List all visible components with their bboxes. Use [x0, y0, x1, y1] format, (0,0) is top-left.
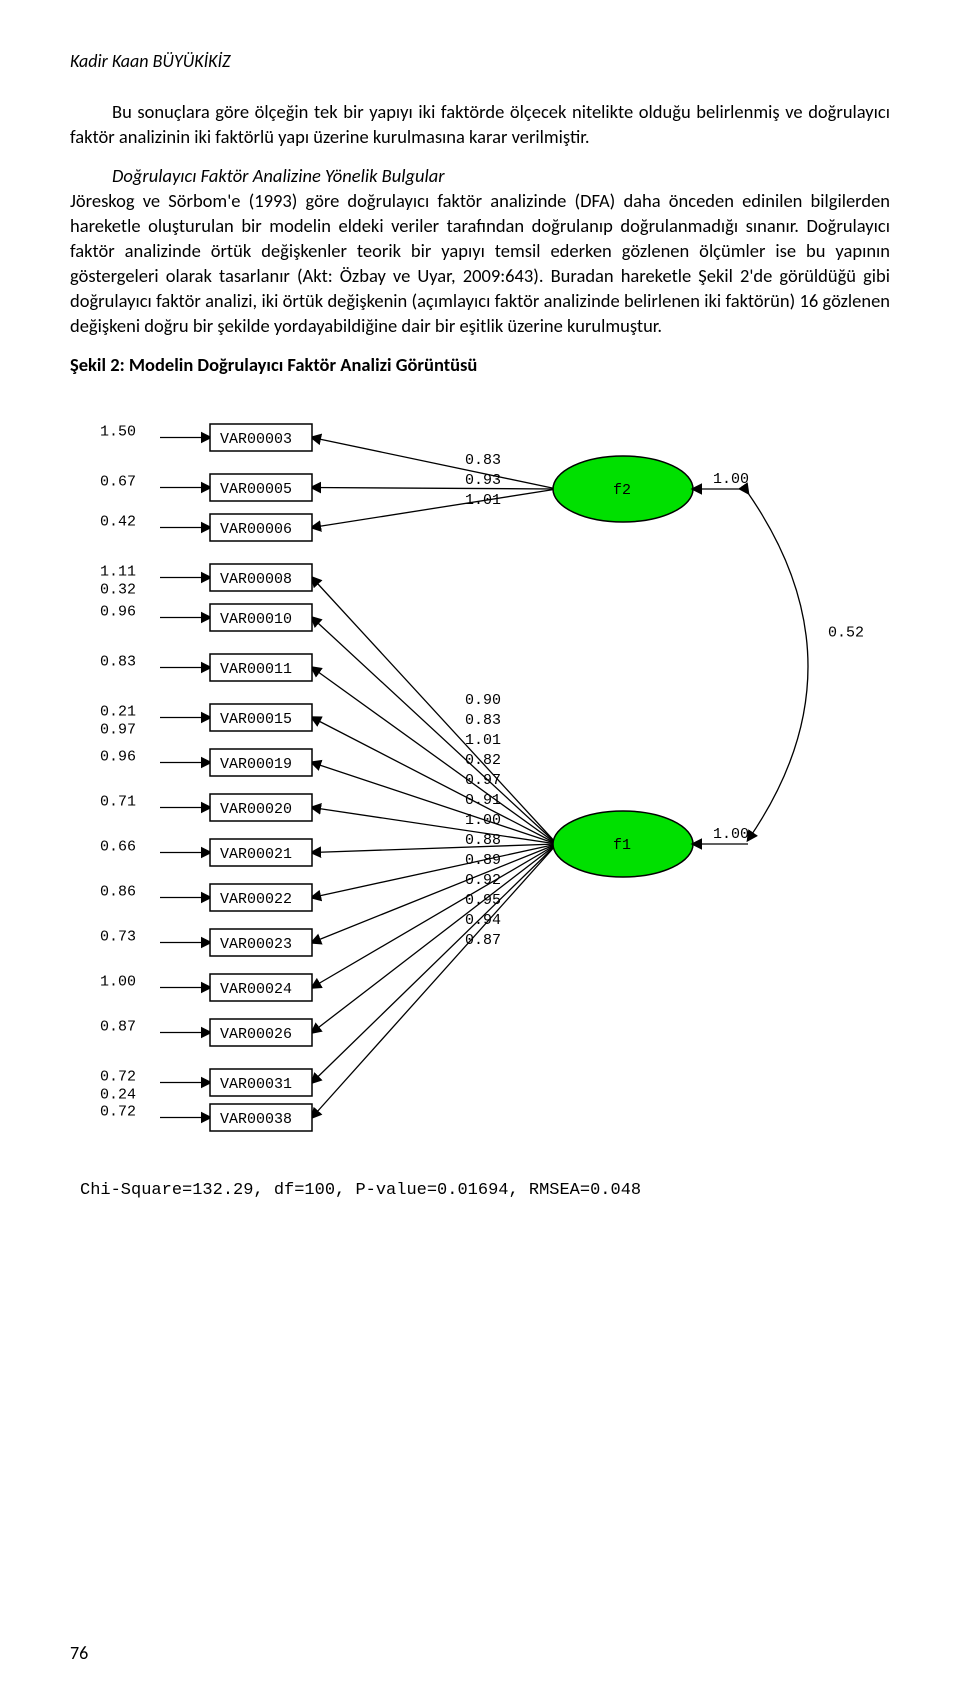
svg-text:0.86: 0.86	[100, 883, 136, 900]
svg-text:0.87: 0.87	[100, 1018, 136, 1035]
svg-text:VAR00023: VAR00023	[220, 936, 292, 953]
svg-text:1.50: 1.50	[100, 423, 136, 440]
svg-text:f2: f2	[613, 482, 631, 499]
svg-text:VAR00022: VAR00022	[220, 891, 292, 908]
svg-text:1.00: 1.00	[100, 973, 136, 990]
author-name: Kadir Kaan BÜYÜKİKİZ	[70, 50, 890, 72]
svg-text:VAR00038: VAR00038	[220, 1111, 292, 1128]
svg-text:VAR00024: VAR00024	[220, 981, 292, 998]
svg-text:0.90: 0.90	[465, 692, 501, 709]
svg-text:1.01: 1.01	[465, 492, 501, 509]
svg-text:0.89: 0.89	[465, 852, 501, 869]
svg-text:0.88: 0.88	[465, 832, 501, 849]
figure-title: Şekil 2: Modelin Doğrulayıcı Faktör Anal…	[70, 353, 890, 376]
svg-text:VAR00020: VAR00020	[220, 801, 292, 818]
svg-text:1.00: 1.00	[465, 812, 501, 829]
page-number: 76	[70, 1642, 88, 1664]
svg-text:0.91: 0.91	[465, 792, 501, 809]
svg-text:0.66: 0.66	[100, 838, 136, 855]
svg-text:0.96: 0.96	[100, 748, 136, 765]
svg-text:VAR00006: VAR00006	[220, 521, 292, 538]
svg-text:0.93: 0.93	[465, 472, 501, 489]
cfa-path-diagram: 0.83 0.93 1.01 0.90 0.83 1.01 0.82 0.97 0.91 1.00…	[70, 384, 890, 1264]
svg-text:0.71: 0.71	[100, 793, 136, 810]
svg-text:1.11: 1.11	[100, 563, 136, 580]
svg-text:0.87: 0.87	[465, 932, 501, 949]
svg-text:VAR00005: VAR00005	[220, 481, 292, 498]
svg-text:0.73: 0.73	[100, 928, 136, 945]
svg-text:0.24: 0.24	[100, 1086, 136, 1103]
svg-text:Chi-Square=132.29, df=100, P-v: Chi-Square=132.29, df=100, P-value=0.016…	[80, 1181, 641, 1200]
svg-text:0.67: 0.67	[100, 473, 136, 490]
svg-text:1.00: 1.00	[713, 826, 749, 843]
svg-text:VAR00003: VAR00003	[220, 431, 292, 448]
svg-text:0.92: 0.92	[465, 872, 501, 889]
svg-text:0.95: 0.95	[465, 892, 501, 909]
svg-text:0.96: 0.96	[100, 603, 136, 620]
svg-text:0.82: 0.82	[465, 752, 501, 769]
paragraph-2-body: Jöreskog ve Sörbom'e (1993) göre doğrula…	[70, 189, 890, 337]
svg-text:VAR00031: VAR00031	[220, 1076, 292, 1093]
svg-text:1.00: 1.00	[713, 471, 749, 488]
svg-text:0.42: 0.42	[100, 513, 136, 530]
svg-text:1.01: 1.01	[465, 732, 501, 749]
svg-text:VAR00011: VAR00011	[220, 661, 292, 678]
svg-text:VAR00015: VAR00015	[220, 711, 292, 728]
svg-text:0.83: 0.83	[465, 712, 501, 729]
svg-text:VAR00008: VAR00008	[220, 571, 292, 588]
svg-text:VAR00019: VAR00019	[220, 756, 292, 773]
svg-text:0.97: 0.97	[100, 721, 136, 738]
svg-text:0.21: 0.21	[100, 703, 136, 720]
svg-text:0.72: 0.72	[100, 1068, 136, 1085]
paragraph-1: Bu sonuçlara göre ölçeğin tek bir yapıyı…	[70, 100, 890, 150]
svg-text:0.32: 0.32	[100, 581, 136, 598]
svg-text:0.83: 0.83	[100, 653, 136, 670]
svg-text:0.97: 0.97	[465, 772, 501, 789]
svg-text:VAR00010: VAR00010	[220, 611, 292, 628]
svg-text:0.52: 0.52	[828, 624, 864, 641]
paragraph-2: Doğrulayıcı Faktör Analizine Yönelik Bul…	[70, 164, 890, 339]
subheading-italic: Doğrulayıcı Faktör Analizine Yönelik Bul…	[112, 164, 445, 187]
svg-text:f1: f1	[613, 837, 631, 854]
svg-text:0.83: 0.83	[465, 452, 501, 469]
cfa-svg: 0.83 0.93 1.01 0.90 0.83 1.01 0.82 0.97 0.91 1.00…	[70, 384, 890, 1264]
svg-text:VAR00021: VAR00021	[220, 846, 292, 863]
svg-text:VAR00026: VAR00026	[220, 1026, 292, 1043]
svg-text:0.72: 0.72	[100, 1103, 136, 1120]
